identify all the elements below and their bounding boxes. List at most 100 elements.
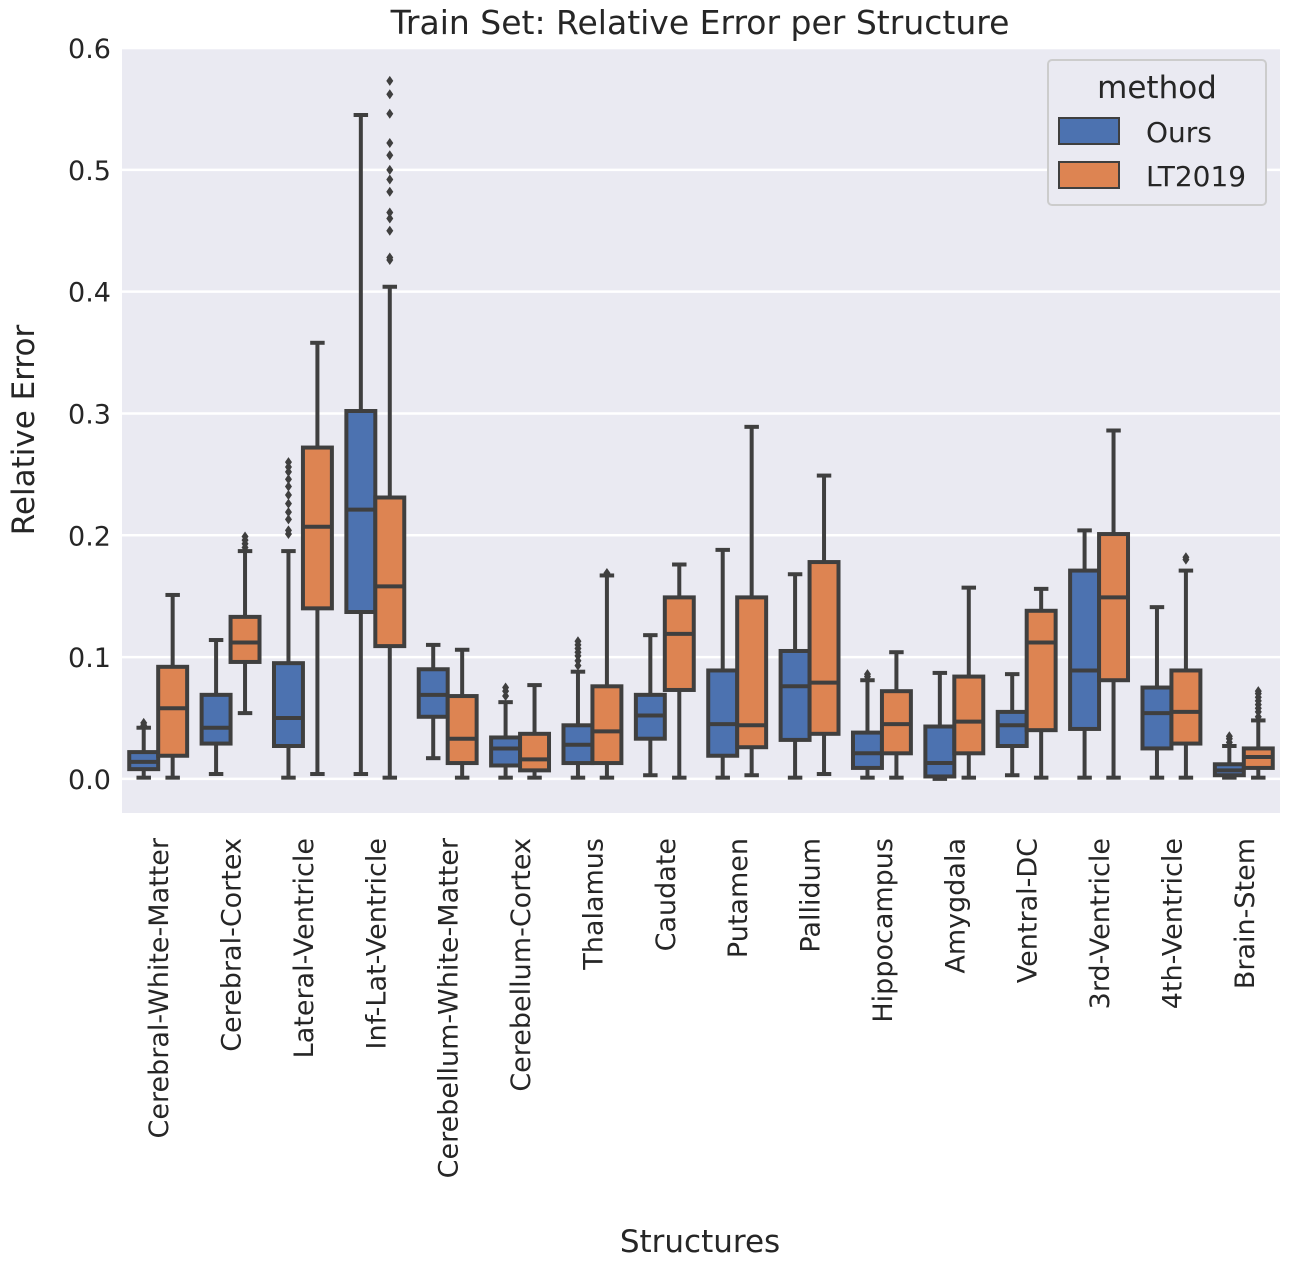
outlier-point xyxy=(284,457,292,468)
outlier-point xyxy=(386,75,394,86)
x-tick-label: Putamen xyxy=(723,838,754,958)
outlier-point xyxy=(1182,552,1190,563)
x-tick-label: Cerebral-Cortex xyxy=(217,838,248,1052)
box-lt2019-lateral-ventricle xyxy=(300,340,334,777)
outlier-point xyxy=(386,108,394,119)
box-ours-caudate xyxy=(633,633,667,778)
outlier-point xyxy=(386,138,394,149)
outlier-point xyxy=(1225,731,1233,742)
y-tick-label: 0.4 xyxy=(68,278,111,309)
box-iqr xyxy=(1097,532,1131,683)
box-lt2019-hippocampus xyxy=(879,650,913,780)
box-lt2019-cerebellum-cortex xyxy=(518,683,552,780)
box-iqr xyxy=(156,664,190,758)
box-lt2019-cerebral-cortex xyxy=(228,531,262,716)
box-lt2019-3rd-ventricle xyxy=(1097,428,1131,780)
box-ours-cerebellum-white-matter xyxy=(416,642,450,761)
box-iqr xyxy=(662,595,696,692)
x-tick-label: 4th-Ventricle xyxy=(1157,838,1188,1009)
outlier-point xyxy=(284,474,292,485)
box-lt2019-inf-lat-ventricle xyxy=(373,75,407,780)
box-iqr xyxy=(807,560,841,736)
legend-label-lt2019: LT2019 xyxy=(1146,160,1246,193)
outlier-point xyxy=(386,186,394,197)
x-tick-label: Pallidum xyxy=(796,838,827,953)
box-iqr xyxy=(706,668,740,758)
box-lt2019-cerebral-white-matter xyxy=(156,592,190,780)
outlier-point xyxy=(284,498,292,509)
outlier-point xyxy=(241,531,249,542)
box-ours-cerebral-cortex xyxy=(199,638,233,777)
x-tick-label: Cerebral-White-Matter xyxy=(144,837,175,1138)
box-iqr xyxy=(1169,668,1203,746)
box-lt2019-thalamus xyxy=(590,568,624,780)
outlier-point xyxy=(502,682,510,693)
outlier-point xyxy=(863,669,871,680)
box-ours-ventral-dc xyxy=(995,672,1029,778)
box-lt2019-ventral-dc xyxy=(1024,586,1058,780)
box-iqr xyxy=(518,731,552,773)
box-iqr xyxy=(1024,608,1058,733)
y-axis-label: Relative Error xyxy=(6,325,42,536)
box-ours-3rd-ventricle xyxy=(1068,528,1102,780)
legend-label-ours: Ours xyxy=(1146,116,1212,149)
box-iqr xyxy=(952,674,986,756)
box-iqr xyxy=(445,694,479,766)
box-ours-lateral-ventricle xyxy=(271,457,305,780)
x-tick-label: 3rd-Ventricle xyxy=(1085,838,1116,1009)
x-tick-label: Thalamus xyxy=(578,838,609,971)
legend-swatch-ours xyxy=(1058,117,1120,145)
y-tick-label: 0.1 xyxy=(68,643,111,674)
box-iqr xyxy=(199,692,233,746)
outlier-point xyxy=(284,481,292,492)
box-iqr xyxy=(995,709,1029,749)
x-tick-label: Ventral-DC xyxy=(1013,838,1044,983)
box-lt2019-caudate xyxy=(662,562,696,780)
legend-title: method xyxy=(1097,70,1217,106)
box-lt2019-4th-ventricle xyxy=(1169,552,1203,780)
outlier-point xyxy=(284,490,292,501)
box-lt2019-pallidum xyxy=(807,473,841,777)
box-iqr xyxy=(1140,685,1174,751)
outlier-point xyxy=(284,525,292,536)
x-axis-label: Structures xyxy=(620,1224,780,1260)
box-iqr xyxy=(228,614,262,664)
outlier-point xyxy=(574,636,582,647)
x-tick-labels: Cerebral-White-Matter Cerebral-Cortex Late… xyxy=(144,837,1261,1178)
box-iqr xyxy=(778,648,812,742)
box-iqr xyxy=(1068,568,1102,731)
outlier-point xyxy=(386,207,394,218)
box-ours-thalamus xyxy=(561,636,595,780)
outlier-point xyxy=(386,164,394,175)
outlier-point xyxy=(603,568,611,579)
y-tick-label: 0.0 xyxy=(68,765,111,796)
y-tick-label: 0.5 xyxy=(68,156,111,187)
outlier-point xyxy=(284,514,292,525)
x-tick-label: Amygdala xyxy=(940,838,971,974)
box-lt2019-amygdala xyxy=(952,585,986,780)
x-tick-label: Cerebellum-White-Matter xyxy=(434,837,465,1178)
box-ours-amygdala xyxy=(923,670,957,781)
outlier-point xyxy=(1254,686,1262,697)
outlier-point xyxy=(386,225,394,236)
box-iqr xyxy=(590,684,624,766)
boxes-layer xyxy=(127,75,1275,781)
outlier-point xyxy=(140,717,148,728)
legend: method Ours LT2019 xyxy=(1047,59,1267,206)
chart-title: Train Set: Relative Error per Structure xyxy=(390,3,1010,42)
x-tick-label: Caudate xyxy=(651,838,682,951)
x-tick-label: Inf-Lat-Ventricle xyxy=(361,838,392,1049)
x-tick-label: Hippocampus xyxy=(868,838,899,1023)
x-tick-label: Brain-Stem xyxy=(1230,838,1261,989)
y-tick-labels: 0.0 0.1 0.2 0.3 0.4 0.5 0.6 xyxy=(68,34,111,796)
outlier-point xyxy=(386,89,394,100)
outlier-point xyxy=(284,507,292,518)
outlier-point xyxy=(386,174,394,185)
box-iqr xyxy=(735,595,769,750)
box-lt2019-brain-stem xyxy=(1241,686,1275,780)
y-tick-label: 0.3 xyxy=(68,399,111,430)
box-lt2019-cerebellum-white-matter xyxy=(445,647,479,780)
outlier-point xyxy=(386,252,394,263)
x-tick-label: Lateral-Ventricle xyxy=(289,838,320,1058)
